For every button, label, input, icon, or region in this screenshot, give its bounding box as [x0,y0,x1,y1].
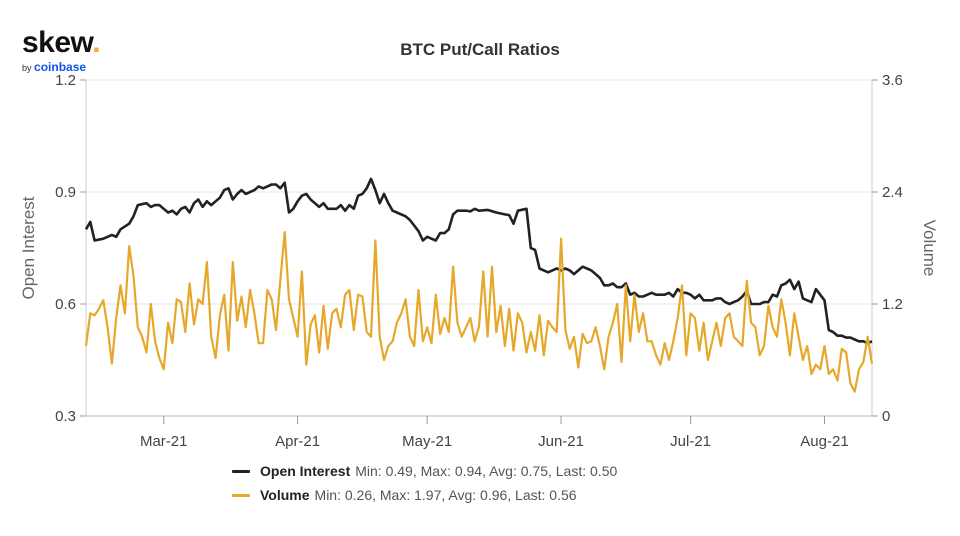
legend-item-volume[interactable]: Volume Min: 0.26, Max: 1.97, Avg: 0.96, … [232,483,617,507]
right-tick-label: 2.4 [882,184,903,201]
x-tick-label: Mar-21 [140,433,188,450]
logo-by: by [22,63,32,73]
legend: Open Interest Min: 0.49, Max: 0.94, Avg:… [232,459,617,507]
x-tick-label: May-21 [402,433,452,450]
right-tick-label: 1.2 [882,296,903,313]
legend-swatch-volume [232,493,250,497]
x-tick-label: Jun-21 [538,433,584,450]
legend-item-open-interest[interactable]: Open Interest Min: 0.49, Max: 0.94, Avg:… [232,459,617,483]
skew-logo: skew. by coinbase [22,26,101,75]
x-tick-label: Jul-21 [670,433,711,450]
right-tick-label: 3.6 [882,72,903,89]
legend-name: Open Interest [260,463,351,479]
x-tick-label: Aug-21 [800,433,848,450]
chart-title: BTC Put/Call Ratios [400,40,560,59]
legend-stats: Min: 0.49, Max: 0.94, Avg: 0.75, Last: 0… [355,463,618,479]
right-axis-title: Volume [920,220,939,277]
legend-stats: Min: 0.26, Max: 1.97, Avg: 0.96, Last: 0… [314,487,577,503]
legend-name: Volume [260,487,310,503]
x-tick-label: Apr-21 [275,433,320,450]
legend-swatch-open-interest [232,469,250,473]
logo-dot: . [92,26,101,59]
series-line-volume [84,231,874,393]
coinbase-logo: coinbase [34,60,87,74]
right-tick-label: 0 [882,408,890,425]
left-tick-label: 0.6 [55,296,76,313]
left-tick-label: 0.9 [55,184,76,201]
left-tick-label: 0.3 [55,408,76,425]
left-axis-title: Open Interest [19,196,38,299]
left-tick-label: 1.2 [55,72,76,89]
logo-wordmark: skew [22,26,93,59]
